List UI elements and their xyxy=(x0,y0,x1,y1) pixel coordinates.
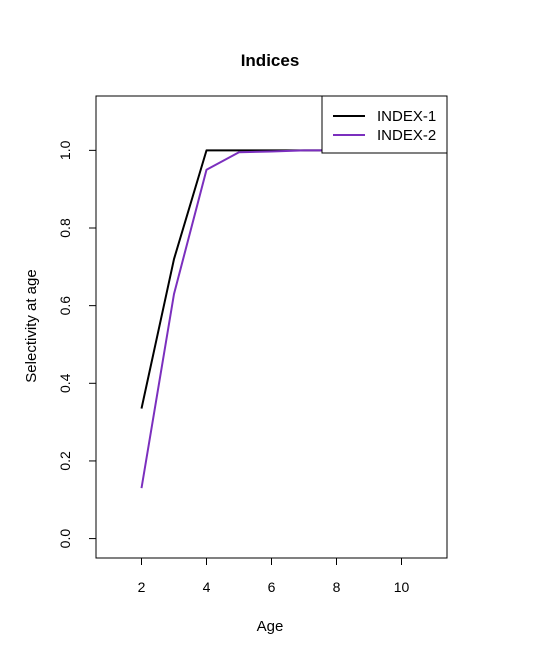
plot-frame xyxy=(95,95,448,559)
x-tick-label: 6 xyxy=(268,579,276,595)
y-tick-label: 1.0 xyxy=(57,140,73,160)
legend-box xyxy=(321,95,448,154)
y-tick-label: 0.8 xyxy=(57,218,73,238)
x-axis: 2 4 6 8 10 xyxy=(138,558,410,595)
chart-title: Indices xyxy=(241,51,300,70)
series-line-2 xyxy=(140,149,337,489)
y-tick-label: 0.4 xyxy=(57,373,73,393)
y-axis-label: Selectivity at age xyxy=(23,269,40,382)
series-line-1 xyxy=(140,149,337,409)
y-tick-label: 0.6 xyxy=(57,296,73,316)
y-tick-label: 0.2 xyxy=(57,451,73,471)
legend: INDEX-1 INDEX-2 xyxy=(321,95,448,154)
x-tick-label: 8 xyxy=(333,579,341,595)
x-tick-label: 10 xyxy=(394,579,410,595)
y-axis: 0.0 0.2 0.4 0.6 0.8 1.0 xyxy=(57,140,96,548)
x-axis-label: Age xyxy=(257,618,284,635)
legend-label-1: INDEX-1 xyxy=(377,108,436,125)
x-tick-label: 2 xyxy=(138,579,146,595)
y-tick-label: 0.0 xyxy=(57,529,73,549)
x-tick-label: 4 xyxy=(203,579,211,595)
series-layer xyxy=(140,149,337,489)
legend-label-2: INDEX-2 xyxy=(377,127,436,144)
